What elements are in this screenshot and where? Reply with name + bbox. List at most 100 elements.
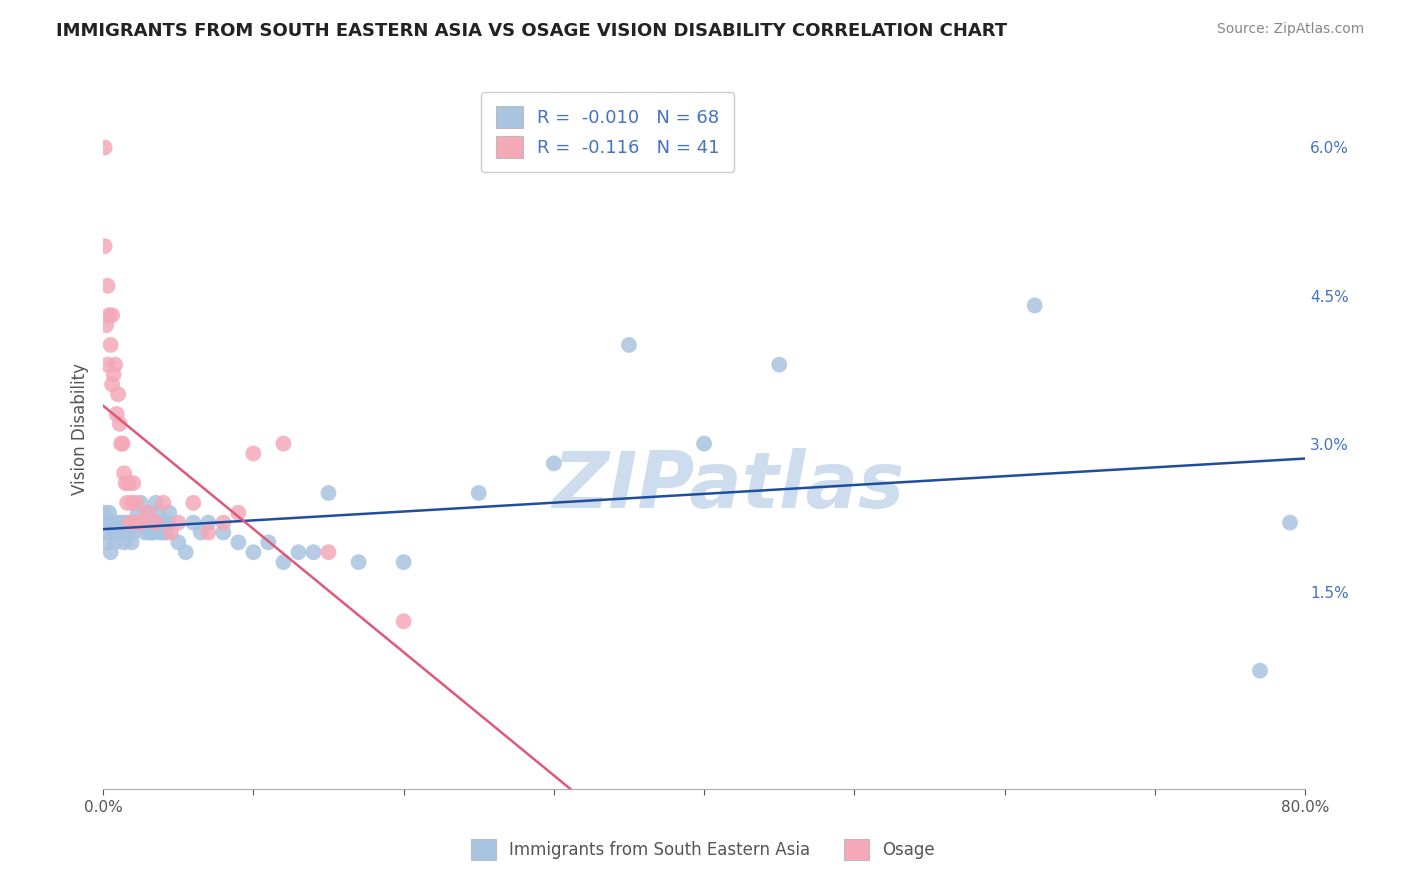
- Point: [100, 545, 122, 559]
- Point: [129, 516, 152, 530]
- Point: [145, 516, 167, 530]
- Point: [107, 525, 129, 540]
- Point: [127, 516, 149, 530]
- Point: [120, 516, 142, 530]
- Point: [159, 525, 181, 540]
- Point: [768, 358, 790, 372]
- Point: [273, 436, 295, 450]
- Point: [273, 555, 295, 569]
- Point: [167, 516, 190, 530]
- Point: [257, 535, 280, 549]
- Point: [212, 525, 235, 540]
- Point: [124, 516, 146, 530]
- Point: [142, 516, 165, 530]
- Point: [128, 516, 150, 530]
- Point: [152, 525, 174, 540]
- Point: [110, 436, 132, 450]
- Point: [93, 239, 115, 253]
- Point: [103, 525, 125, 540]
- Point: [121, 496, 143, 510]
- Point: [105, 407, 128, 421]
- Point: [134, 525, 156, 540]
- Point: [190, 525, 212, 540]
- Text: IMMIGRANTS FROM SOUTH EASTERN ASIA VS OSAGE VISION DISABILITY CORRELATION CHART: IMMIGRANTS FROM SOUTH EASTERN ASIA VS OS…: [56, 22, 1007, 40]
- Point: [347, 555, 370, 569]
- Point: [1279, 516, 1302, 530]
- Point: [108, 417, 131, 431]
- Point: [114, 476, 136, 491]
- Point: [120, 516, 142, 530]
- Point: [136, 506, 159, 520]
- Point: [98, 308, 121, 322]
- Point: [153, 516, 176, 530]
- Point: [118, 476, 141, 491]
- Point: [155, 525, 177, 540]
- Point: [122, 476, 145, 491]
- Point: [105, 516, 128, 530]
- Point: [94, 318, 117, 333]
- Point: [104, 535, 127, 549]
- Point: [118, 525, 141, 540]
- Point: [103, 368, 125, 382]
- Point: [128, 516, 150, 530]
- Legend: R =  -0.010   N = 68, R =  -0.116   N = 41: R = -0.010 N = 68, R = -0.116 N = 41: [481, 92, 734, 172]
- Legend: Immigrants from South Eastern Asia, Osage: Immigrants from South Eastern Asia, Osag…: [458, 826, 948, 873]
- Point: [93, 525, 115, 540]
- Point: [127, 506, 149, 520]
- Point: [94, 516, 117, 530]
- Point: [131, 516, 153, 530]
- Point: [181, 516, 204, 530]
- Point: [125, 496, 148, 510]
- Point: [212, 516, 235, 530]
- Point: [138, 525, 160, 540]
- Point: [156, 516, 179, 530]
- Text: Source: ZipAtlas.com: Source: ZipAtlas.com: [1216, 22, 1364, 37]
- Point: [101, 308, 124, 322]
- Point: [108, 525, 131, 540]
- Point: [543, 456, 565, 470]
- Point: [318, 486, 340, 500]
- Point: [143, 525, 166, 540]
- Point: [111, 436, 134, 450]
- Point: [97, 278, 120, 293]
- Y-axis label: Vision Disability: Vision Disability: [72, 363, 89, 495]
- Point: [135, 516, 157, 530]
- Point: [152, 496, 174, 510]
- Point: [150, 516, 173, 530]
- Point: [392, 555, 415, 569]
- Point: [1249, 664, 1271, 678]
- Point: [228, 535, 250, 549]
- Point: [392, 615, 415, 629]
- Point: [145, 496, 167, 510]
- Point: [115, 496, 138, 510]
- Point: [141, 525, 163, 540]
- Point: [114, 516, 136, 530]
- Point: [228, 506, 250, 520]
- Point: [146, 506, 169, 520]
- Point: [287, 545, 309, 559]
- Point: [467, 486, 489, 500]
- Point: [242, 545, 264, 559]
- Point: [93, 506, 115, 520]
- Point: [157, 506, 180, 520]
- Point: [121, 535, 143, 549]
- Point: [111, 525, 134, 540]
- Point: [93, 140, 115, 154]
- Point: [112, 467, 135, 481]
- Point: [197, 525, 219, 540]
- Point: [174, 545, 197, 559]
- Point: [136, 506, 159, 520]
- Point: [693, 436, 716, 450]
- Point: [242, 446, 264, 460]
- Point: [124, 516, 146, 530]
- Point: [98, 506, 121, 520]
- Point: [132, 516, 155, 530]
- Point: [104, 358, 127, 372]
- Point: [129, 496, 152, 510]
- Point: [110, 516, 132, 530]
- Point: [318, 545, 340, 559]
- Point: [115, 525, 138, 540]
- Point: [97, 358, 120, 372]
- Point: [167, 535, 190, 549]
- Point: [101, 516, 124, 530]
